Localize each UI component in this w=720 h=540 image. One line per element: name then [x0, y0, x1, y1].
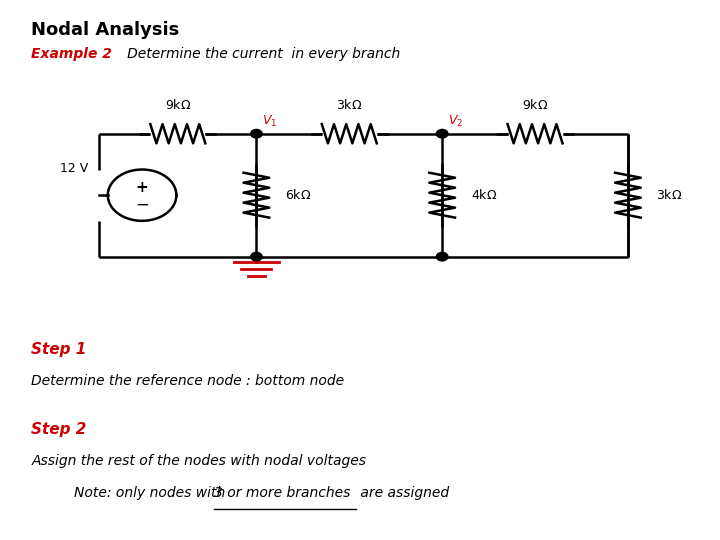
Text: Example 2: Example 2 [32, 46, 112, 60]
Text: Step 2: Step 2 [32, 422, 86, 437]
Text: Determine the reference node : bottom node: Determine the reference node : bottom no… [32, 374, 344, 388]
Text: 3 or more branches: 3 or more branches [214, 487, 350, 501]
Text: Nodal Analysis: Nodal Analysis [32, 22, 179, 39]
Text: Assign the rest of the nodes with nodal voltages: Assign the rest of the nodes with nodal … [32, 454, 366, 468]
Text: Step 1: Step 1 [32, 342, 86, 357]
Text: 6k$\Omega$: 6k$\Omega$ [285, 188, 311, 202]
Text: 9k$\Omega$: 9k$\Omega$ [522, 98, 548, 112]
Text: Determine the current  in every branch: Determine the current in every branch [114, 46, 400, 60]
Circle shape [436, 252, 448, 261]
Text: +: + [135, 180, 148, 194]
Text: 12 V: 12 V [60, 162, 89, 175]
Text: $\mathit{V_1}$: $\mathit{V_1}$ [262, 114, 277, 130]
Text: Note: only nodes with: Note: only nodes with [74, 487, 230, 501]
Text: 4k$\Omega$: 4k$\Omega$ [471, 188, 497, 202]
Text: −: − [135, 196, 149, 214]
Text: $\mathit{V_2}$: $\mathit{V_2}$ [448, 114, 463, 130]
Text: 3k$\Omega$: 3k$\Omega$ [336, 98, 362, 112]
Text: 3k$\Omega$: 3k$\Omega$ [657, 188, 683, 202]
Circle shape [436, 130, 448, 138]
Circle shape [251, 252, 262, 261]
Circle shape [251, 130, 262, 138]
Text: are assigned: are assigned [356, 487, 449, 501]
Text: 9k$\Omega$: 9k$\Omega$ [165, 98, 191, 112]
